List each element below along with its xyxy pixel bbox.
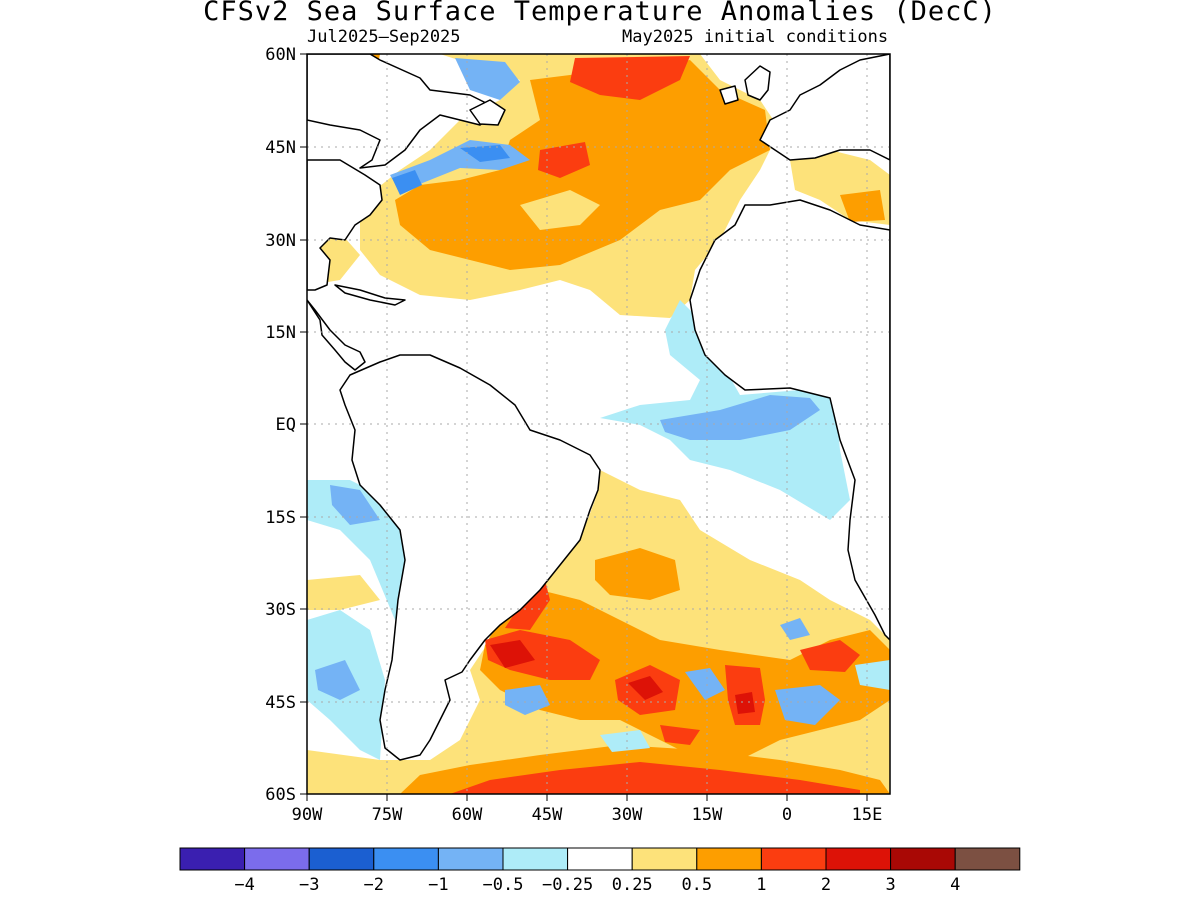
british-isles [744, 65, 771, 101]
lat-label-60n: 60N [265, 45, 296, 65]
initial-conditions: May2025 initial conditions [622, 27, 889, 47]
anomaly-region-south-atlantic-darkred-a [628, 676, 663, 700]
colorbar-swatch [825, 847, 892, 871]
anomaly-region-azores-yellow [520, 190, 600, 230]
central-america [307, 299, 366, 371]
anomaly-region-south-atlantic-blue-c [775, 685, 840, 725]
colorbar-label: −2 [364, 875, 384, 895]
anomaly-region-southeast-atlantic-cyan [855, 660, 890, 690]
lon-label-15e: 15E [852, 805, 883, 825]
cuba [334, 284, 406, 306]
lat-label-15n: 15N [265, 323, 296, 343]
lon-label-15w: 15W [692, 805, 723, 825]
ireland [719, 85, 739, 105]
anomaly-region-southern-ocean-red [450, 762, 860, 794]
south-america [339, 354, 601, 761]
map-title: CFSv2 Sea Surface Temperature Anomalies … [203, 0, 997, 27]
colorbar-swatch [567, 847, 633, 871]
colorbar-swatch [631, 847, 698, 871]
anomaly-region-south-atlantic-blue-b [685, 668, 725, 700]
colorbar-swatch [179, 847, 246, 871]
colorbar-label: −3 [299, 875, 319, 895]
colorbar-label: 4 [950, 875, 960, 895]
anomaly-region-peru-cyan [307, 480, 410, 620]
lon-label-60w: 60W [452, 805, 483, 825]
latitude-labels: 60N 45N 30N 15N EQ 15S 30S 45S 60S [265, 45, 296, 805]
colorbar-swatch [437, 847, 504, 871]
anomaly-region-labrador-blue [455, 58, 520, 100]
anomaly-region-south-atlantic-blue-a [505, 685, 550, 715]
lat-label-eq: EQ [276, 415, 296, 435]
anomaly-region-south-atlantic-darkred-b [735, 692, 755, 714]
anomaly-region-southeast-atlantic-red [800, 640, 860, 672]
newfoundland [469, 99, 506, 126]
colorbar-swatch [760, 847, 827, 871]
lon-label-0: 0 [782, 805, 792, 825]
colorbar-swatch [954, 847, 1021, 871]
longitude-labels: 90W 75W 60W 45W 30W 15W 0 15E [292, 805, 883, 825]
continents [307, 54, 890, 761]
lat-label-45n: 45N [265, 138, 296, 158]
colorbar-label: 0.5 [681, 875, 712, 895]
anomaly-region-gulf-of-guinea-blue [660, 395, 820, 440]
anomaly-region-southeast-pacific-yellow [307, 575, 380, 610]
anomaly-region-chesapeake-blue [392, 170, 422, 195]
anomaly-region-chile-blue [315, 660, 360, 700]
anomaly-region-south-atlantic-red-c [660, 725, 700, 745]
anomaly-region-south-atlantic-cyan [600, 730, 650, 752]
anomaly-field [307, 54, 890, 794]
forecast-period: Jul2025–Sep2025 [307, 27, 461, 47]
anomaly-region-mediterranean-orange [840, 190, 885, 222]
anomaly-region-peru-blue [330, 485, 380, 525]
colorbar-label: 2 [821, 875, 831, 895]
anomaly-region-brazil-malvinas-darkred [490, 640, 535, 668]
colorbar-swatch [890, 847, 956, 871]
anomaly-region-newfoundland-blue [460, 145, 510, 162]
colorbar-label: −0.5 [483, 875, 524, 895]
colorbar: −4 −3 −2 −1 −0.5 −0.25 0.25 0.5 1 2 3 4 [179, 847, 1021, 895]
colorbar-label: −1 [428, 875, 448, 895]
africa [689, 199, 890, 641]
lat-label-30n: 30N [265, 231, 296, 251]
tick-marks [300, 53, 868, 801]
colorbar-label: −4 [234, 875, 254, 895]
anomaly-region-gulf-stream-red [538, 142, 590, 178]
anomaly-region-north-atlantic-red [570, 56, 690, 100]
colorbar-swatch [244, 847, 310, 871]
colorbar-swatch [308, 847, 375, 871]
lat-label-60s: 60S [265, 785, 296, 805]
anomaly-region-midatlantic-orange [595, 548, 680, 600]
anomaly-region-south-atlantic-blue-d [780, 618, 810, 640]
colorbar-label: −0.25 [542, 875, 593, 895]
lat-label-15s: 15S [265, 508, 296, 528]
anomaly-region-coastal-brazil-red [505, 580, 550, 630]
lon-label-30w: 30W [612, 805, 643, 825]
lat-label-45s: 45S [265, 693, 296, 713]
lon-label-90w: 90W [292, 805, 323, 825]
colorbar-label: 1 [756, 875, 766, 895]
colorbar-swatch [696, 847, 762, 871]
lon-label-45w: 45W [532, 805, 563, 825]
graticule [307, 54, 890, 794]
colorbar-label: 3 [885, 875, 895, 895]
colorbar-swatch [502, 847, 569, 871]
lon-label-75w: 75W [372, 805, 403, 825]
lat-label-30s: 30S [265, 600, 296, 620]
colorbar-swatch [373, 847, 439, 871]
iberia [759, 54, 890, 161]
colorbar-label: 0.25 [612, 875, 653, 895]
